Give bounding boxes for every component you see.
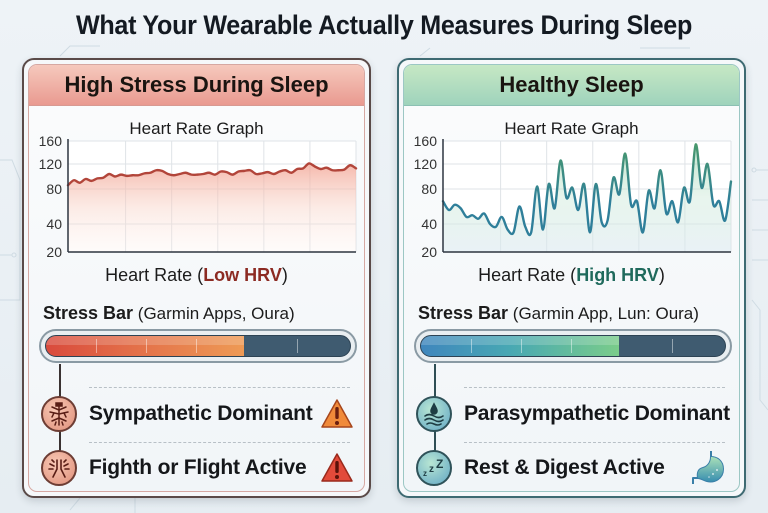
svg-text:Z: Z xyxy=(436,457,443,471)
water-drop-waves-icon xyxy=(416,396,452,432)
nerve-tree-icon xyxy=(41,396,77,432)
warning-triangle-icon xyxy=(320,451,354,485)
state-row-sympathetic: Sympathetic Dominant xyxy=(41,395,354,433)
svg-text:80: 80 xyxy=(421,181,437,197)
x-label-suffix: ) xyxy=(281,265,288,285)
chart-title: Heart Rate Graph xyxy=(504,119,639,138)
dashed-divider xyxy=(89,387,350,388)
panel-inner: High Stress During Sleep Heart Rate Grap… xyxy=(28,64,365,492)
hrv-status-label: Low HRV xyxy=(203,265,282,285)
stress-bar-fill xyxy=(421,336,619,356)
heart-rate-chart: 20 40 80 120 160 xyxy=(414,135,733,260)
stress-bar xyxy=(414,329,732,363)
stress-bar-title: Stress Bar xyxy=(418,303,509,323)
bar-tick xyxy=(521,339,523,353)
x-label-prefix: Heart Rate ( xyxy=(105,265,204,285)
bar-tick xyxy=(571,339,573,353)
bar-tick xyxy=(296,339,298,353)
stress-bar-title: Stress Bar xyxy=(43,303,134,323)
chart-x-label: Heart Rate (High HRV) xyxy=(404,265,739,286)
stress-bar-fill xyxy=(46,336,244,356)
svg-text:40: 40 xyxy=(421,216,437,232)
warning-triangle-icon xyxy=(320,397,354,431)
svg-text:80: 80 xyxy=(46,181,62,197)
svg-text:120: 120 xyxy=(39,156,63,172)
bar-tick xyxy=(96,339,98,353)
high-stress-panel: High Stress During Sleep Heart Rate Grap… xyxy=(22,58,371,498)
svg-text:40: 40 xyxy=(46,216,62,232)
healthy-sleep-panel: Healthy Sleep Heart Rate Graph 20 40 80 120… xyxy=(397,58,746,498)
x-label-suffix: ) xyxy=(658,265,665,285)
heart-rate-chart: 20 40 80 120 160 xyxy=(39,135,358,260)
row-label: Parasympathetic Dominant xyxy=(464,402,730,425)
svg-text:160: 160 xyxy=(39,135,63,149)
dashed-divider xyxy=(464,387,725,388)
bar-tick xyxy=(146,339,148,353)
page-title: What Your Wearable Actually Measures Dur… xyxy=(75,10,693,40)
stress-bar-label: Stress Bar (Garmin Apps, Oura) xyxy=(43,303,295,324)
bar-tick xyxy=(671,339,673,353)
stress-bar-sources: (Garmin App, Lun: Oura) xyxy=(508,304,699,323)
fight-or-flight-icon xyxy=(41,450,77,486)
panel-header: Healthy Sleep xyxy=(404,65,739,106)
state-row-fight-or-flight: Fighth or Flight Active xyxy=(41,449,354,487)
panel-header: High Stress During Sleep xyxy=(29,65,364,106)
svg-text:160: 160 xyxy=(414,135,438,149)
bar-tick xyxy=(196,339,198,353)
stress-bar-label: Stress Bar (Garmin App, Lun: Oura) xyxy=(418,303,699,324)
hrv-status-label: High HRV xyxy=(576,265,659,285)
svg-text:120: 120 xyxy=(414,156,438,172)
svg-text:20: 20 xyxy=(421,244,437,260)
row-label: Rest & Digest Active xyxy=(464,456,665,479)
chart-x-label: Heart Rate (Low HRV) xyxy=(29,265,364,286)
row-label: Sympathetic Dominant xyxy=(89,402,313,425)
svg-text:20: 20 xyxy=(46,244,62,260)
row-label: Fighth or Flight Active xyxy=(89,456,307,479)
stress-bar-sources: (Garmin Apps, Oura) xyxy=(133,304,295,323)
state-row-parasympathetic: Parasympathetic Dominant xyxy=(416,395,730,433)
x-label-prefix: Heart Rate ( xyxy=(478,265,577,285)
dashed-divider xyxy=(464,442,725,443)
stress-bar-track xyxy=(45,335,351,357)
svg-text:z: z xyxy=(423,469,427,478)
panel-inner: Healthy Sleep Heart Rate Graph 20 40 80 120… xyxy=(403,64,740,492)
svg-text:z: z xyxy=(429,464,434,475)
stress-bar xyxy=(39,329,357,363)
chart-title: Heart Rate Graph xyxy=(129,119,264,138)
dashed-divider xyxy=(89,442,350,443)
stomach-icon xyxy=(689,448,729,488)
stress-bar-track xyxy=(420,335,726,357)
bar-tick xyxy=(471,339,473,353)
